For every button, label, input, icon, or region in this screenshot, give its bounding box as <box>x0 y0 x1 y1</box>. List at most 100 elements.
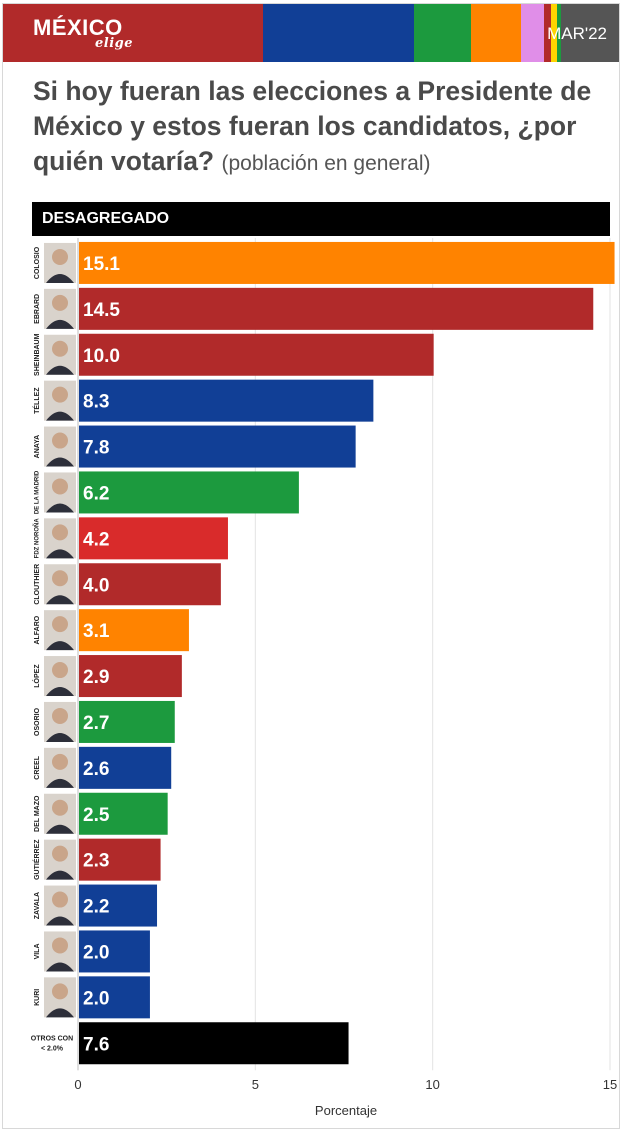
brand-logo: MÉXICO elige <box>33 15 133 52</box>
category-label: ANAYA <box>34 435 41 459</box>
x-axis-label: Porcentaje <box>315 1103 377 1118</box>
category-label: VILA <box>34 943 41 959</box>
candidate-photo-face <box>52 937 68 954</box>
x-tick-label: 0 <box>74 1077 81 1092</box>
bar-value-label: 4.0 <box>83 575 109 596</box>
bar-value-label: 7.8 <box>83 438 109 459</box>
category-label: OTROS CON < 2.0% <box>31 1035 73 1052</box>
category-label: ALFARO <box>34 615 41 644</box>
bar-value-label: 8.3 <box>83 392 109 413</box>
candidate-photo-face <box>52 616 68 633</box>
title-main: Si hoy fueran las elecciones a President… <box>33 76 592 176</box>
bar <box>79 425 356 468</box>
bar-value-label: 2.5 <box>83 805 110 826</box>
bar-value-label: 2.2 <box>83 897 109 918</box>
logo-subtext: elige <box>95 36 134 51</box>
chart-section-header: DESAGREGADO <box>32 202 610 236</box>
candidate-photo-body <box>46 870 74 880</box>
bar <box>79 838 161 881</box>
candidate-photo-face <box>52 570 68 587</box>
bar-value-label: 2.6 <box>83 759 109 780</box>
candidate-photo-body <box>46 641 74 651</box>
candidate-photo-face <box>52 707 68 724</box>
bar <box>79 700 175 743</box>
bar <box>79 655 182 698</box>
bar <box>79 287 594 330</box>
category-label: CLOUTHIER <box>34 564 41 605</box>
bar <box>79 333 434 376</box>
category-label: EBRARD <box>34 294 41 324</box>
title-subtitle: (población en general) <box>221 152 431 175</box>
bar <box>79 379 374 422</box>
survey-date: MAR'22 <box>547 24 607 43</box>
bar-value-label: 2.9 <box>83 667 109 688</box>
category-label: TÉLLEZ <box>32 387 41 414</box>
logo-text: MÉXICO <box>33 15 123 40</box>
bar-value-label: 2.0 <box>83 988 109 1009</box>
candidate-photo-face <box>52 478 68 495</box>
bar <box>79 241 615 284</box>
candidate-photo-body <box>46 824 74 834</box>
bar-value-label: 2.3 <box>83 851 109 872</box>
bar <box>79 792 168 835</box>
bar-value-label: 2.7 <box>83 713 109 734</box>
bar-value-label: 14.5 <box>83 300 120 321</box>
candidate-photo-face <box>52 753 68 770</box>
candidate-photo-body <box>46 365 74 375</box>
category-label: GUTIÉRREZ <box>32 839 41 880</box>
category-label: LÓPEZ <box>32 664 41 688</box>
candidate-photo-body <box>46 273 74 283</box>
category-label: ZAVALA <box>34 892 41 919</box>
candidate-photo-face <box>52 294 68 311</box>
bar <box>79 1022 349 1065</box>
candidate-photo-body <box>46 457 74 467</box>
bar-value-label: 3.1 <box>83 621 110 642</box>
bar <box>79 517 228 560</box>
bar <box>79 609 189 652</box>
brand-color-bar <box>3 4 619 62</box>
candidate-photo-body <box>46 778 74 788</box>
candidate-photo-face <box>52 248 68 265</box>
bar-value-label: 4.2 <box>83 529 109 550</box>
category-label: DE LA MADRID <box>35 470 41 514</box>
bar <box>79 563 221 606</box>
candidate-photo-face <box>52 799 68 816</box>
category-label: DEL MAZO <box>34 795 41 832</box>
bar <box>79 930 150 973</box>
candidate-photo-face <box>52 524 68 541</box>
candidate-photo-body <box>46 503 74 513</box>
candidate-photo-face <box>52 662 68 679</box>
bar-chart: COLOSIO 15.1 EBRARD 14.5 SHEINBAUM 10.0 TÉLLEZ… <box>31 238 617 1118</box>
bar-value-label: 7.6 <box>83 1034 109 1055</box>
bar-value-label: 10.0 <box>83 346 120 367</box>
bar-value-label: 15.1 <box>83 254 120 275</box>
candidate-photo-body <box>46 962 74 972</box>
candidate-photo-face <box>52 983 68 1000</box>
candidate-photo-face <box>52 340 68 357</box>
candidate-photo-body <box>46 1008 74 1018</box>
bar <box>79 746 172 789</box>
bar-value-label: 6.2 <box>83 483 109 504</box>
candidate-photo-face <box>52 845 68 862</box>
candidate-photo-body <box>46 916 74 926</box>
infographic: MÉXICO elige MAR'22 Si hoy fueran las el… <box>2 3 620 1129</box>
bar-value-label: 2.0 <box>83 942 109 963</box>
bar <box>79 976 150 1019</box>
candidate-photo-body <box>46 687 74 697</box>
candidate-photo-body <box>46 732 74 742</box>
candidate-photo-face <box>52 432 68 449</box>
category-label: CREEL <box>34 755 41 779</box>
category-label: SHEINBAUM <box>34 333 41 376</box>
category-label: KURI <box>34 989 41 1006</box>
category-label: FDZ NOROÑA <box>34 518 41 559</box>
candidate-photo-face <box>52 891 68 908</box>
bar <box>79 884 158 927</box>
x-tick-label: 5 <box>252 1077 259 1092</box>
chart-title: Si hoy fueran las elecciones a President… <box>33 74 608 181</box>
candidate-photo-body <box>46 411 74 421</box>
candidate-photo-body <box>46 549 74 559</box>
bar <box>79 471 299 514</box>
category-label: COLOSIO <box>34 246 41 279</box>
candidate-photo-body <box>46 319 74 329</box>
category-label: OSORIO <box>34 707 41 736</box>
